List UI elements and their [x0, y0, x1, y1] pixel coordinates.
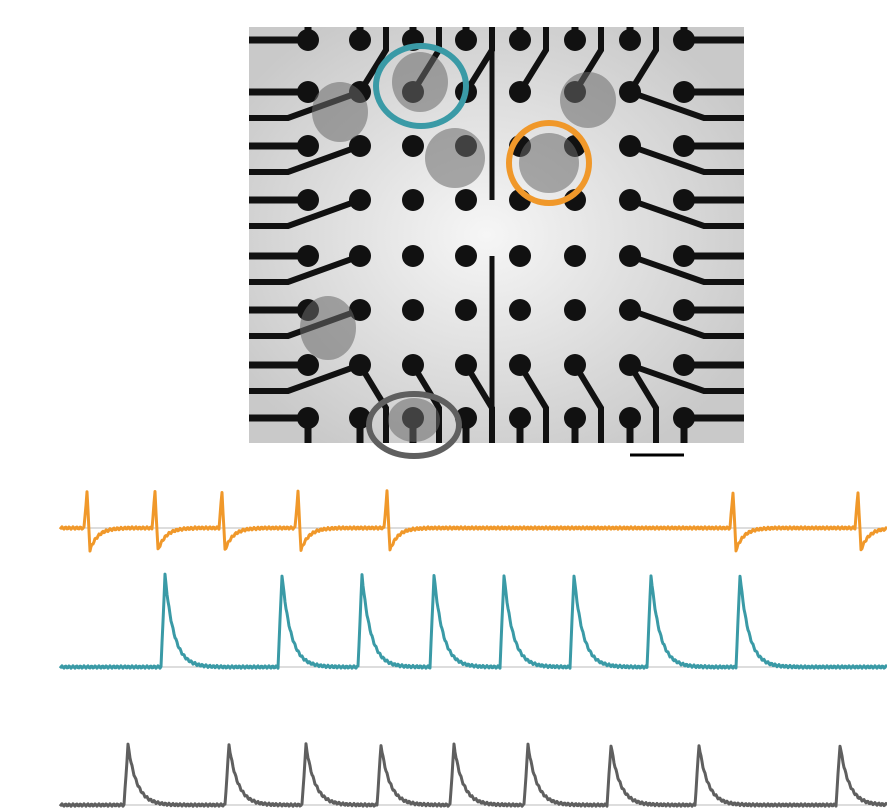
- electrode: [619, 354, 641, 376]
- electrode: [564, 354, 586, 376]
- electrode: [402, 354, 424, 376]
- electrode: [297, 245, 319, 267]
- electrode: [673, 135, 695, 157]
- electrode: [297, 135, 319, 157]
- traces: [60, 491, 887, 806]
- trace: [60, 574, 887, 668]
- cell-cluster: [560, 72, 616, 128]
- trace: [60, 744, 887, 806]
- electrode: [673, 81, 695, 103]
- page: (() => { const data = JSON.parse(documen…: [0, 0, 887, 812]
- electrode: [349, 354, 371, 376]
- electrode: [673, 299, 695, 321]
- trace: [60, 491, 887, 551]
- electrode: [349, 245, 371, 267]
- electrode: [455, 189, 477, 211]
- electrode: [455, 354, 477, 376]
- electrode: [673, 407, 695, 429]
- electrode: [673, 354, 695, 376]
- electrode: [564, 407, 586, 429]
- electrode: [455, 245, 477, 267]
- electrode: [564, 29, 586, 51]
- electrode: [297, 407, 319, 429]
- electrode: [297, 29, 319, 51]
- figure: [0, 0, 887, 812]
- electrode: [349, 189, 371, 211]
- cell-cluster: [392, 52, 448, 112]
- electrode: [673, 29, 695, 51]
- cell-cluster: [300, 296, 356, 360]
- electrode: [402, 245, 424, 267]
- electrode: [564, 299, 586, 321]
- electrode: [619, 299, 641, 321]
- electrode: [619, 135, 641, 157]
- electrode: [455, 299, 477, 321]
- electrode: [509, 407, 531, 429]
- electrode: [349, 29, 371, 51]
- electrode: [455, 29, 477, 51]
- electrode: [509, 299, 531, 321]
- electrode: [673, 189, 695, 211]
- electrode: [619, 189, 641, 211]
- electrode: [509, 245, 531, 267]
- electrode: [402, 135, 424, 157]
- electrode: [297, 189, 319, 211]
- cell-cluster: [388, 398, 440, 442]
- electrode: [619, 245, 641, 267]
- electrode: [402, 299, 424, 321]
- electrode: [619, 407, 641, 429]
- electrode: [673, 245, 695, 267]
- electrode: [564, 245, 586, 267]
- cell-cluster: [425, 128, 485, 188]
- electrode: [619, 29, 641, 51]
- electrode: [509, 29, 531, 51]
- cell-cluster: [312, 82, 368, 142]
- electrode: [402, 189, 424, 211]
- cell-cluster: [519, 133, 579, 193]
- electrode: [509, 81, 531, 103]
- electrode: [509, 354, 531, 376]
- electrode: [297, 354, 319, 376]
- electrode: [619, 81, 641, 103]
